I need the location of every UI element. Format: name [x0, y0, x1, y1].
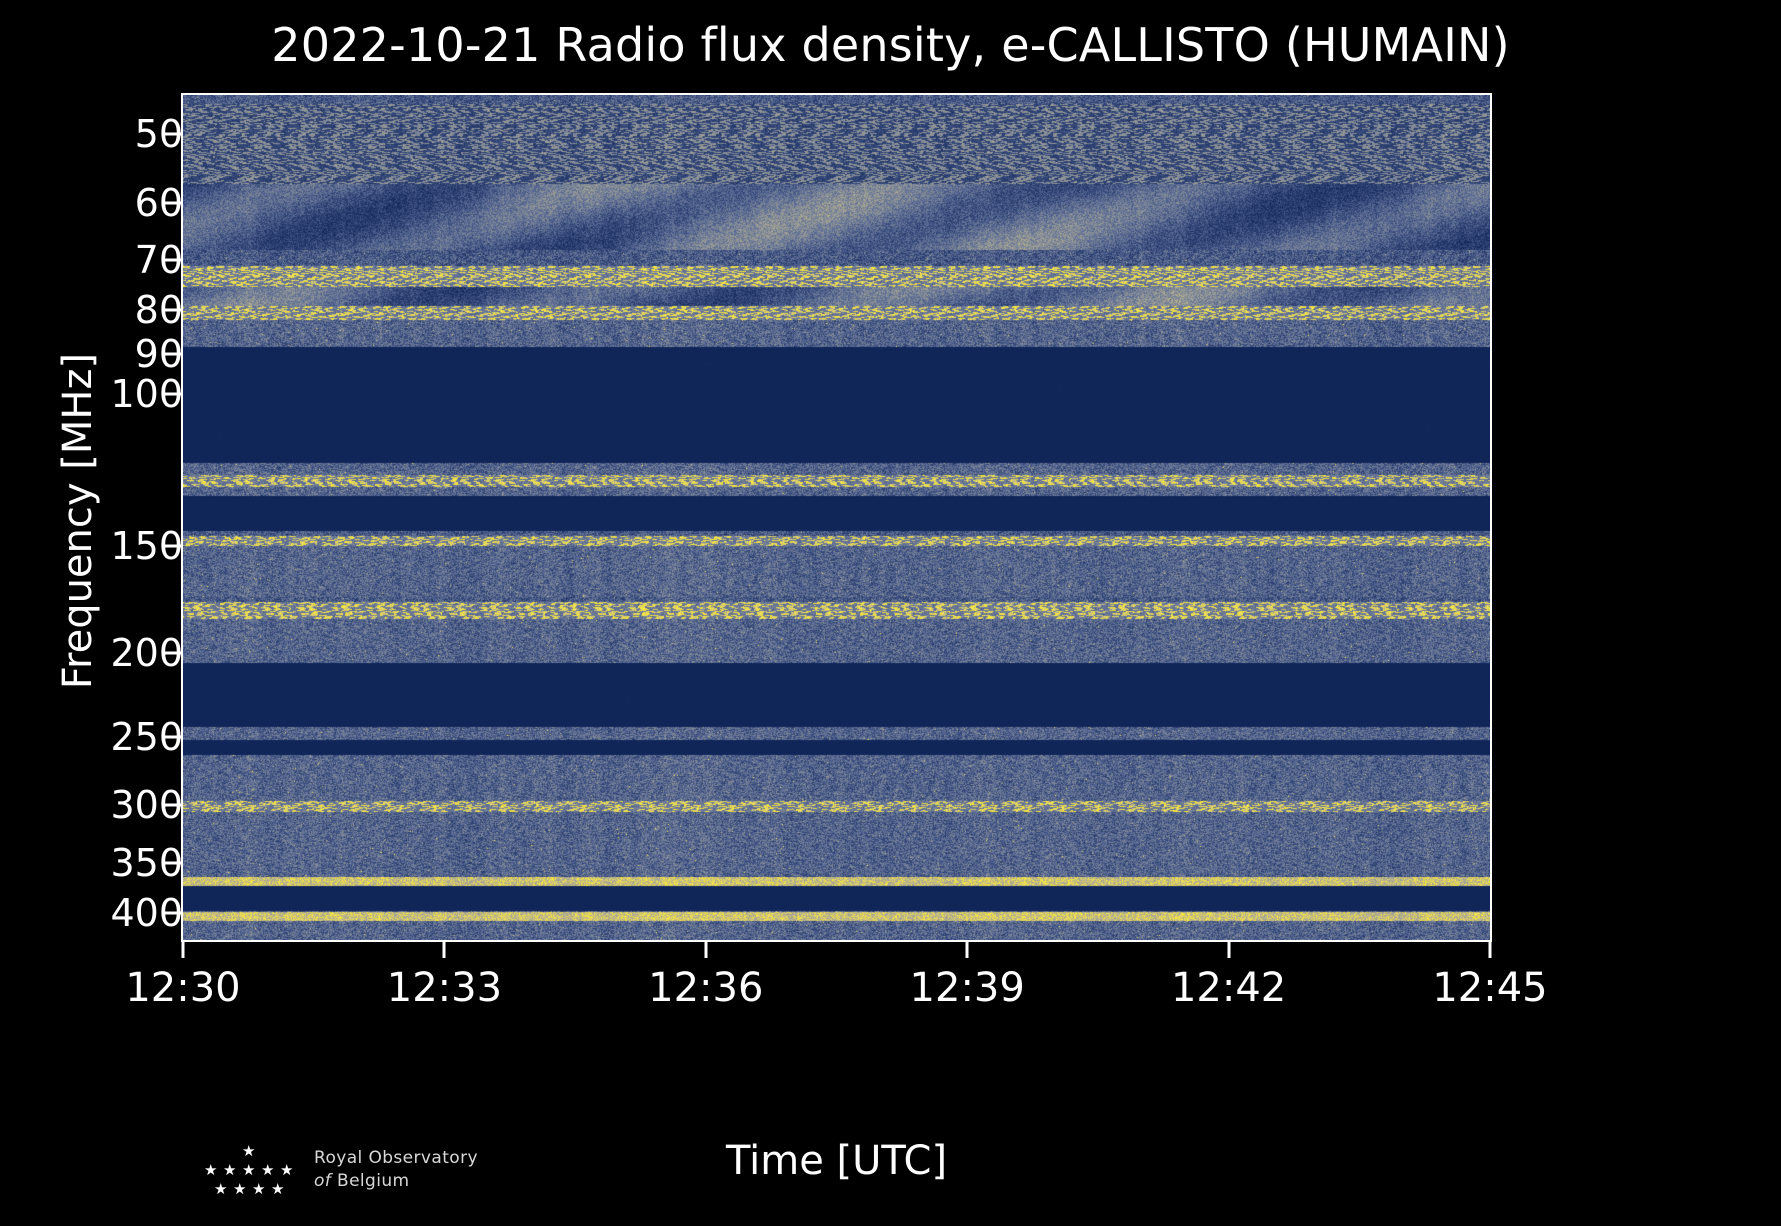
y-tick-mark-80	[165, 308, 183, 312]
y-tick-mark-350	[165, 861, 183, 865]
x-tick-label-12-39: 12:39	[909, 965, 1025, 1011]
x-tick-label-12-33: 12:33	[386, 965, 503, 1011]
spectrogram-plot-area	[183, 95, 1490, 940]
star-icon: ★	[271, 1180, 285, 1198]
y-tick-mark-200	[165, 651, 183, 655]
x-tick-label-12-30: 12:30	[125, 965, 241, 1011]
star-icon: ★	[233, 1180, 247, 1198]
star-icon: ★	[242, 1161, 256, 1179]
x-tick-label-12-42: 12:42	[1170, 965, 1287, 1011]
logo-line-1: Royal Observatory	[314, 1148, 478, 1168]
stars-icon: ★ ★ ★ ★ ★ ★ ★ ★ ★ ★	[196, 1144, 306, 1202]
royal-observatory-logo: ★ ★ ★ ★ ★ ★ ★ ★ ★ ★ Royal Observatory of Belgium	[196, 1144, 496, 1206]
star-icon: ★	[252, 1180, 266, 1198]
y-tick-mark-100	[165, 392, 183, 396]
x-tick-label-12-36: 12:36	[648, 965, 764, 1011]
x-axis-label: Time [UTC]	[725, 1138, 948, 1184]
x-tick-mark-12-33	[442, 940, 446, 958]
x-tick-mark-12-39	[965, 940, 969, 958]
star-icon: ★	[280, 1161, 294, 1179]
y-tick-mark-60	[165, 201, 183, 205]
star-icon: ★	[242, 1142, 256, 1160]
logo-belgium: Belgium	[337, 1171, 410, 1191]
x-tick-mark-12-36	[704, 940, 708, 958]
y-axis-label: Frequency [MHz]	[55, 352, 101, 690]
spectrogram-canvas	[183, 95, 1490, 940]
logo-text: Royal Observatory of Belgium	[314, 1148, 478, 1191]
x-tick-mark-12-45	[1488, 940, 1492, 958]
star-icon: ★	[261, 1161, 275, 1179]
x-tick-mark-12-30	[181, 940, 185, 958]
star-icon: ★	[223, 1161, 237, 1179]
x-tick-label-12-45: 12:45	[1432, 965, 1548, 1011]
y-tick-mark-70	[165, 258, 183, 262]
y-tick-mark-90	[165, 352, 183, 356]
y-tick-mark-250	[165, 735, 183, 739]
star-icon: ★	[214, 1180, 228, 1198]
star-icon: ★	[204, 1161, 218, 1179]
x-tick-mark-12-42	[1227, 940, 1231, 958]
logo-of: of	[314, 1171, 332, 1191]
figure-title: 2022-10-21 Radio flux density, e-CALLIST…	[271, 18, 1510, 72]
y-tick-mark-300	[165, 803, 183, 807]
y-tick-mark-400	[165, 911, 183, 915]
y-tick-mark-50	[165, 132, 183, 136]
y-tick-mark-150	[165, 544, 183, 548]
logo-line-2: of Belgium	[314, 1171, 478, 1191]
